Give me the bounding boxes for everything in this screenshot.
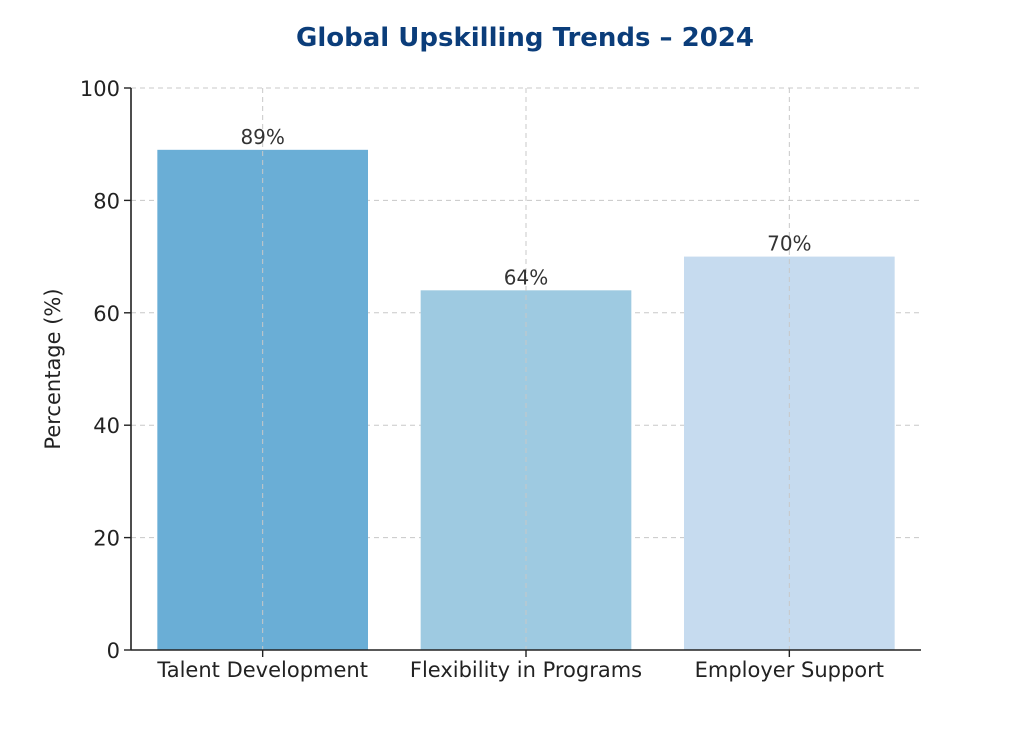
vertical-gridlines [262,88,790,650]
axes [124,87,921,657]
chart-title: Global Upskilling Trends – 2024 [296,23,754,53]
y-tick-label: 20 [93,527,120,551]
y-tick-label: 0 [107,639,120,663]
data-label: 89% [240,125,284,149]
data-label: 70% [767,232,811,256]
bars [157,149,895,650]
y-tick-label: 40 [93,414,120,438]
y-tick-label: 100 [80,77,120,101]
data-labels: 89% 64% 70% [240,125,811,290]
x-tick-label: Flexibility in Programs [410,658,642,682]
y-tick-label: 80 [93,189,120,213]
y-axis-label: Percentage (%) [41,288,65,449]
x-tick-label: Employer Support [695,658,884,682]
y-tick-label: 60 [93,302,120,326]
data-label: 64% [504,265,548,289]
x-tick-label: Talent Development [156,658,368,682]
tick-labels: 0 20 40 60 80 100 Talent Development Flexibilit… [80,77,884,682]
